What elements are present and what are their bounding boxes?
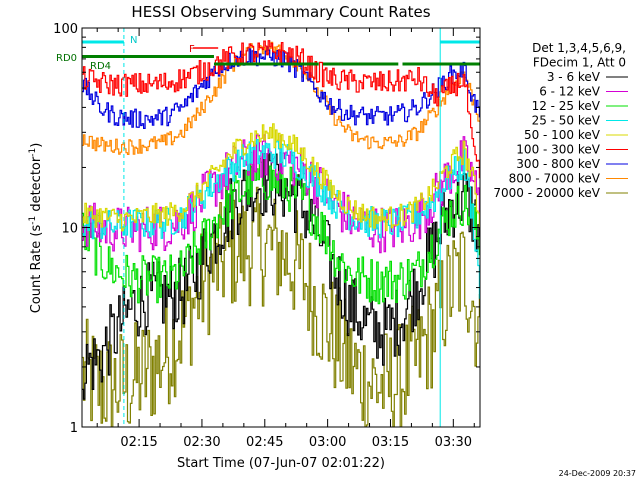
annotation-n: N: [130, 35, 137, 46]
series-line-4: [82, 123, 480, 232]
annotation-rd4: RD4: [90, 61, 111, 72]
series-line-5: [82, 40, 480, 179]
legend-label-7: 800 - 7000 keV: [509, 172, 601, 186]
legend-label-2: 12 - 25 keV: [532, 99, 601, 113]
chart-title: HESSI Observing Summary Count Rates: [131, 3, 430, 21]
y-axis-label-sup-1: -1: [28, 216, 38, 225]
x-tick-label-2: 02:45: [246, 435, 283, 450]
x-tick-label-5: 03:30: [435, 435, 472, 450]
series-line-1: [82, 134, 480, 254]
legend-label-1: 6 - 12 keV: [539, 85, 601, 99]
x-tick-label-0: 02:15: [120, 435, 157, 450]
legend-label-3: 25 - 50 keV: [532, 114, 601, 128]
y-tick-label-1: 10: [61, 222, 78, 237]
x-axis-label: Start Time (07-Jun-07 02:01:22): [177, 456, 385, 471]
series-line-7: [82, 41, 480, 155]
plot-area: [82, 28, 480, 427]
legend-header-0: Det 1,3,4,5,6,9,: [532, 41, 626, 55]
legend-label-6: 300 - 800 keV: [516, 157, 600, 171]
y-axis-label-main: Count Rate (s: [29, 225, 44, 314]
series-line-6: [82, 46, 480, 129]
x-tick-label-3: 03:00: [309, 435, 346, 450]
y-axis: 1 10 100: [53, 22, 480, 436]
legend-label-8: 7000 - 20000 keV: [493, 186, 600, 200]
legend-header-1: FDecim 1, Att 0: [533, 56, 626, 70]
annotation-f: F: [189, 44, 195, 55]
series-line-2: [82, 158, 480, 305]
legend-label-0: 3 - 6 keV: [547, 70, 601, 84]
series-line-3: [82, 139, 480, 299]
legend-label-5: 100 - 300 keV: [516, 143, 600, 157]
y-tick-label-0: 1: [70, 421, 78, 436]
timestamp: 24-Dec-2009 20:37: [559, 469, 636, 478]
legend-label-4: 50 - 100 keV: [524, 128, 601, 142]
y-axis-label-mid: detector: [29, 156, 44, 216]
x-tick-label-4: 03:15: [372, 435, 409, 450]
x-tick-label-1: 02:30: [183, 435, 220, 450]
annotation-rd0: RD0: [56, 53, 77, 64]
y-axis-label: Count Rate (s-1 detector-1): [28, 143, 44, 314]
y-tick-label-2: 100: [53, 22, 78, 37]
legend: Det 1,3,4,5,6,9,FDecim 1, Att 03 - 6 keV…: [493, 41, 628, 200]
series-line-0: [82, 150, 480, 400]
y-axis-label-sup-2: -1: [28, 148, 38, 157]
y-axis-label-end: ): [29, 143, 44, 148]
x-axis: 02:15 02:30 02:45 03:00 03:15 03:30: [96, 28, 475, 450]
